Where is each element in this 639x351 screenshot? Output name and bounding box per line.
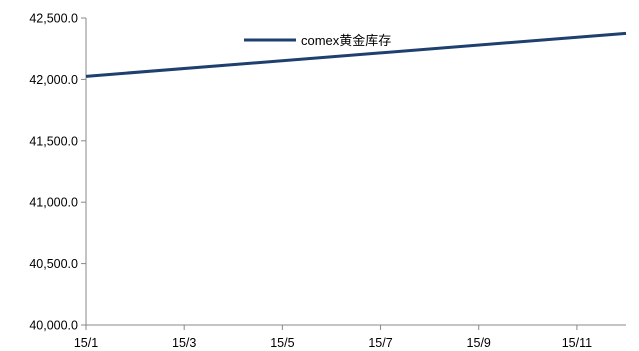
y-tick-label: 42,500.0	[29, 12, 78, 26]
y-tick-label: 41,000.0	[29, 196, 78, 210]
x-tick-label: 15/5	[270, 336, 294, 350]
y-tick-label: 42,000.0	[29, 73, 78, 87]
x-tick-label: 15/3	[172, 336, 196, 350]
y-tick-label: 40,000.0	[29, 319, 78, 333]
legend-label-comex: comex黄金库存	[301, 33, 391, 48]
x-tick-label: 15/9	[467, 336, 491, 350]
y-tick-label: 41,500.0	[29, 134, 78, 148]
x-tick-label: 15/11	[562, 336, 592, 350]
x-tick-label: 15/7	[368, 336, 392, 350]
series-line-0	[85, 31, 627, 78]
x-tick-label: 15/1	[74, 336, 98, 350]
series-layer	[85, 31, 627, 78]
y-axis-ticks: 40,000.0 40,500.0 41,000.0 41,500.0 42,000.0…	[29, 12, 86, 333]
axes	[85, 18, 626, 326]
legend: comex黄金库存	[244, 33, 391, 48]
x-axis-ticks: 15/1 15/3 15/5 15/7 15/9 15/11	[74, 325, 592, 350]
y-tick-label: 40,500.0	[29, 257, 78, 271]
